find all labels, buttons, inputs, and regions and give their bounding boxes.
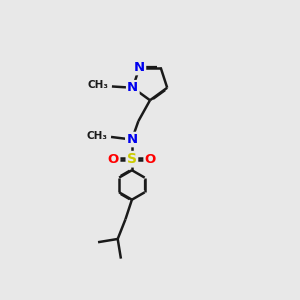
Text: N: N [127, 81, 138, 94]
Text: CH₃: CH₃ [87, 131, 108, 141]
Text: O: O [108, 153, 119, 166]
Text: N: N [126, 133, 137, 146]
Text: CH₃: CH₃ [88, 80, 109, 90]
Text: S: S [127, 152, 137, 166]
Text: O: O [145, 153, 156, 166]
Text: N: N [134, 61, 145, 74]
